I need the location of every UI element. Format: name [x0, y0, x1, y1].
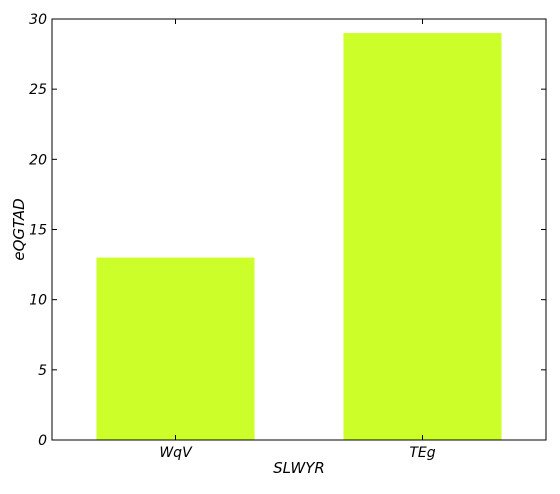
x-tick-label: TEg	[409, 445, 435, 461]
y-tick-label: 10	[29, 293, 47, 309]
y-tick-label: 15	[29, 223, 47, 239]
y-tick-label: 5	[38, 363, 47, 379]
y-tick-label: 25	[29, 82, 47, 98]
x-axis-label: SLWYR	[273, 459, 325, 477]
ticks-layer: WqV TEg 0 5 10 15 20 25 30	[29, 12, 546, 461]
y-axis-label: eQGTAD	[10, 198, 28, 260]
plot-frame	[51, 18, 547, 441]
bar-WqV	[96, 257, 255, 440]
bars-layer	[96, 33, 502, 441]
y-tick-label: 30	[29, 12, 47, 28]
bar-TEg	[343, 33, 502, 441]
y-tick-label: 20	[29, 152, 47, 168]
y-tick-label: 0	[38, 433, 47, 449]
x-tick-label: WqV	[159, 445, 193, 461]
